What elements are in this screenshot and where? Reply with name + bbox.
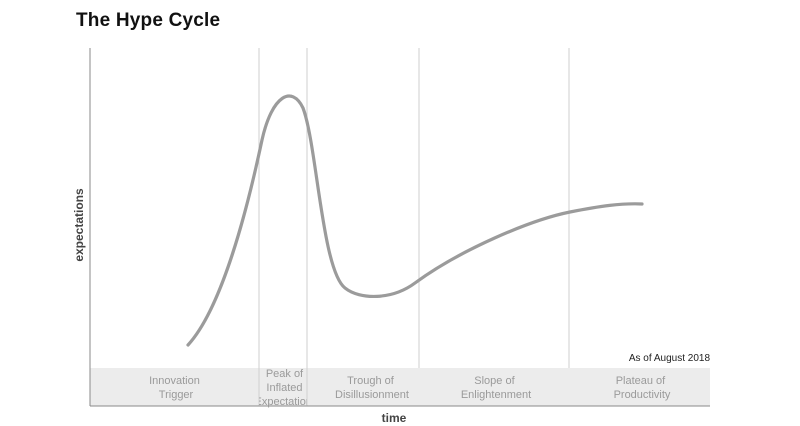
phase-label-line: Inflated bbox=[266, 382, 302, 394]
phase-label-line: Peak of bbox=[266, 368, 304, 380]
diagram-title: The Hype Cycle bbox=[76, 10, 221, 31]
phase-label-plateau-of-productivity: Plateau of Productivity bbox=[614, 375, 671, 401]
phase-label-slope-of-enlightenment: Slope of Enlightenment bbox=[461, 375, 531, 401]
phase-label-trough-of-disillusionment: Trough of Disillusionment bbox=[335, 375, 409, 401]
as-of-note: As of August 2018 bbox=[629, 353, 711, 364]
y-axis-label: expectations bbox=[72, 188, 86, 262]
phase-label-line: Slope of bbox=[474, 375, 515, 387]
phase-label-line: Expectations bbox=[255, 396, 318, 408]
phase-label-innovation-trigger: Innovation Trigger bbox=[149, 375, 203, 401]
phase-label-line: Innovation bbox=[149, 375, 200, 387]
phase-label-peak-of-inflated-expectations: Peak of Inflated Expectations bbox=[255, 368, 318, 408]
phase-label-line: Disillusionment bbox=[335, 389, 409, 401]
phase-label-line: Plateau of bbox=[616, 375, 666, 387]
phase-label-line: Trigger bbox=[159, 389, 194, 401]
phase-label-peak-group: Peak of Inflated Expectations bbox=[255, 368, 318, 408]
x-axis-label: time bbox=[382, 411, 407, 425]
phase-label-line: Enlightenment bbox=[461, 389, 531, 401]
hype-curve bbox=[186, 94, 644, 347]
phase-label-line: Trough of bbox=[347, 375, 395, 387]
phase-label-line: Productivity bbox=[614, 389, 671, 401]
phase-band bbox=[90, 368, 710, 406]
